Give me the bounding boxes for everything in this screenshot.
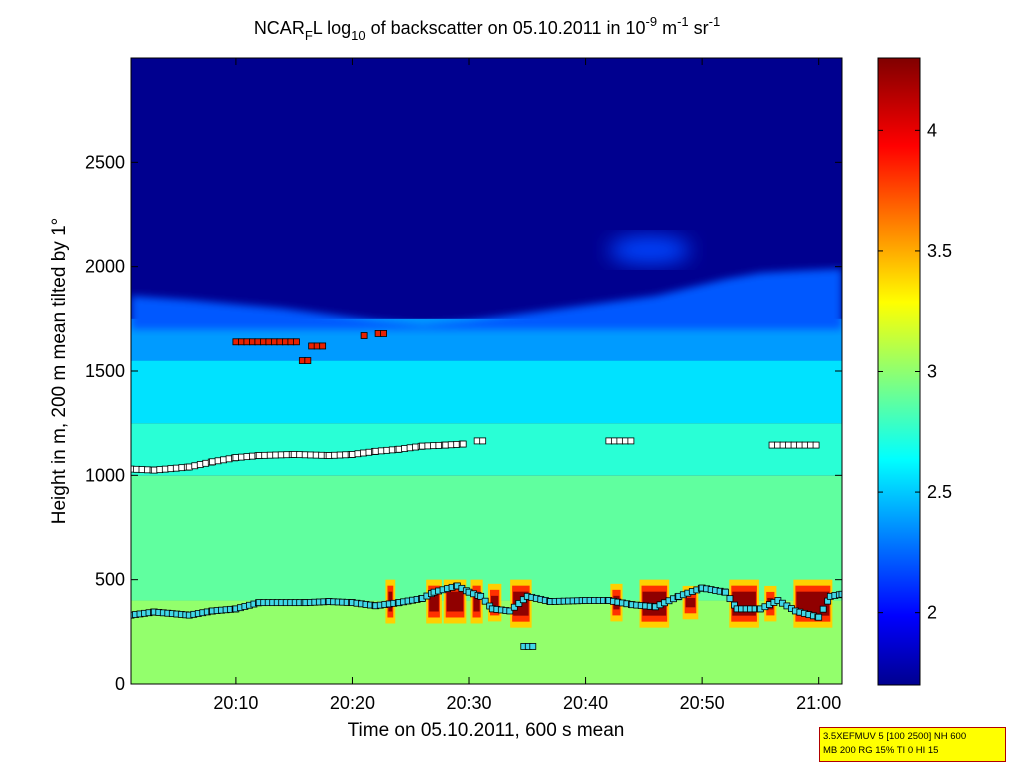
x-tick-label: 20:40 — [563, 693, 608, 713]
x-axis: 20:10 20:20 20:30 20:40 20:50 21:00 — [213, 58, 841, 713]
x-tick-label: 20:30 — [446, 693, 491, 713]
aerosol-top-layer — [131, 268, 842, 330]
cell-core — [685, 597, 696, 608]
layer-marker-white — [627, 437, 635, 445]
layer-marker-red — [380, 330, 388, 337]
layer-marker-cyan — [722, 588, 729, 596]
intense-cell — [470, 579, 483, 624]
y-tick-label: 500 — [95, 570, 125, 590]
intense-cell — [426, 579, 442, 624]
colorbar-tick-label: 2 — [927, 603, 937, 623]
layer-marker-white — [801, 441, 809, 449]
layer-marker-cyan — [529, 643, 537, 650]
settings-box: 3.5XEFMUV 5 [100 2500] NH 600 MB 200 RG … — [819, 727, 1006, 762]
layer-marker-white — [807, 441, 814, 449]
layer-marker-cyan — [477, 592, 485, 600]
y-axis: 0 500 1000 1500 2000 2500 — [85, 152, 842, 694]
x-axis-label: Time on 05.10.2011, 600 s mean — [348, 720, 625, 741]
chart-title: NCARFL log10 of backscatter on 05.10.201… — [254, 14, 720, 43]
cell-core — [429, 591, 439, 612]
y-axis-label: Height in m, 200 m mean tilted by 1° — [49, 218, 70, 524]
colorbar-tick-label: 3 — [927, 362, 937, 382]
settings-line-1: 3.5XEFMUV 5 [100 2500] NH 600 — [823, 731, 967, 742]
layer-marker-white — [785, 441, 792, 449]
y-tick-label: 2000 — [85, 257, 125, 277]
backscatter-band — [131, 360, 842, 424]
cell-core — [446, 591, 464, 612]
backscatter-bands — [131, 318, 842, 684]
layer-marker-white — [768, 441, 776, 449]
layer-marker-cyan — [838, 590, 842, 598]
layer-marker-red — [360, 332, 368, 339]
layer-marker-red — [304, 357, 312, 364]
layer-markers — [131, 330, 842, 650]
layer-marker-red — [293, 338, 300, 346]
layer-marker-cyan — [815, 613, 823, 621]
colorbar-ticks: 2 2.5 3 3.5 4 — [878, 120, 952, 623]
x-tick-label: 20:50 — [680, 693, 725, 713]
y-tick-label: 0 — [115, 674, 125, 694]
cell-core — [473, 591, 480, 612]
x-tick-label: 20:10 — [213, 693, 258, 713]
layer-marker-white — [605, 437, 613, 445]
layer-marker-white — [479, 437, 487, 445]
backscatter-band — [131, 475, 842, 601]
backscatter-band — [131, 423, 842, 476]
heatmap-area — [131, 58, 842, 684]
layer-marker-white — [616, 437, 624, 445]
backscatter-band — [131, 600, 842, 684]
layer-marker-cyan — [481, 597, 489, 605]
x-tick-label: 20:20 — [330, 693, 375, 713]
colorbar-tick-label: 3.5 — [927, 241, 952, 261]
colorbar-tick-label: 4 — [927, 120, 937, 140]
colorbar-tick-label: 2.5 — [927, 482, 952, 502]
layer-marker-white — [790, 441, 798, 449]
settings-line-2: MB 200 RG 15% TI 0 HI 15 — [823, 745, 939, 756]
intense-cell — [487, 583, 502, 622]
aerosol-plume — [608, 235, 691, 264]
layer-marker-cyan — [515, 600, 523, 607]
layer-marker-white — [812, 441, 820, 449]
x-tick-label: 21:00 — [796, 693, 841, 713]
y-tick-label: 2500 — [85, 152, 125, 172]
cell-core — [490, 595, 499, 610]
y-tick-label: 1000 — [85, 465, 125, 485]
y-tick-label: 1500 — [85, 361, 125, 381]
layer-marker-white — [774, 441, 781, 449]
layer-marker-cyan — [819, 605, 827, 613]
layer-marker-cyan — [726, 595, 734, 603]
colorbar — [877, 57, 921, 686]
layer-marker-white — [621, 437, 629, 445]
layer-marker-cyan — [506, 607, 514, 615]
aerosol-top — [131, 235, 842, 330]
layer-marker-white — [610, 437, 618, 445]
layer-marker-red — [319, 342, 327, 350]
layer-marker-white — [779, 441, 787, 449]
layer-marker-white — [796, 441, 803, 449]
layer-marker-cyan — [510, 603, 518, 611]
layer-marker-white — [459, 440, 467, 448]
